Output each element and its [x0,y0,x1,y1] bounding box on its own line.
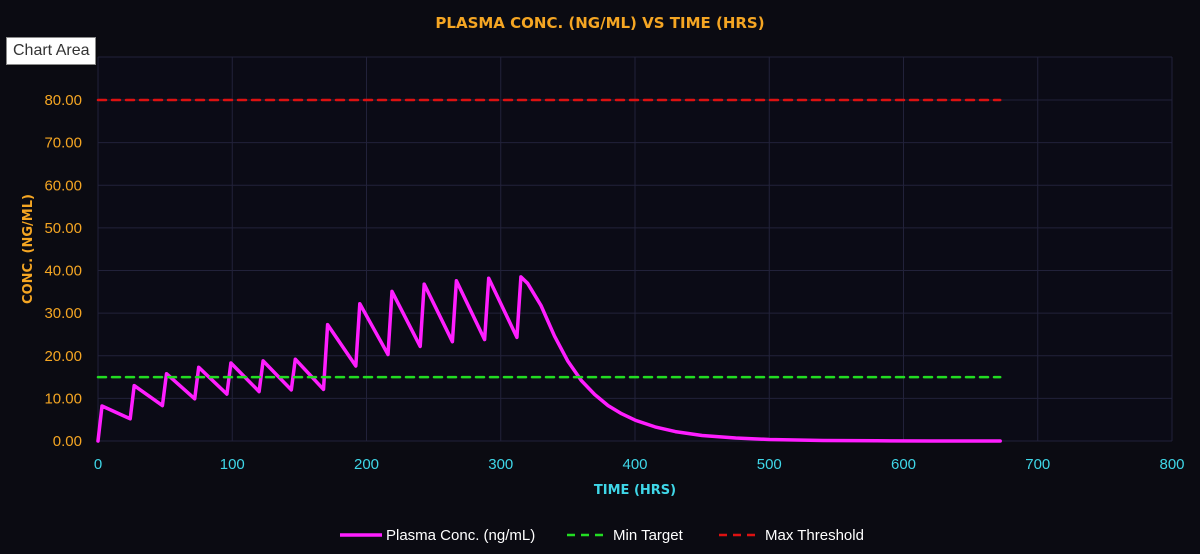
legend-label: Max Threshold [765,527,864,544]
chart-area-tooltip: Chart Area [6,37,97,65]
y-tick-label: 0.00 [53,433,82,450]
y-tick-label: 50.00 [44,220,82,237]
legend: Plasma Conc. (ng/mL) Min Target Max Thresh… [340,527,864,544]
x-tick-label: 800 [1159,456,1184,473]
y-tick-label: 20.00 [44,348,82,365]
x-tick-label: 700 [1025,456,1050,473]
x-tick-label: 300 [488,456,513,473]
y-axis-title: CONC. (NG/ML) [21,194,36,304]
plot-area: 0.00 10.00 20.00 30.00 40.00 50.00 60.00 70.00 8… [44,56,1185,473]
x-tick-label: 200 [354,456,379,473]
y-tick-label: 30.00 [44,305,82,322]
x-tick-label: 100 [220,456,245,473]
x-tick-label: 400 [622,456,647,473]
legend-label: Plasma Conc. (ng/mL) [386,527,535,544]
legend-label: Min Target [613,527,684,544]
y-tick-label: 80.00 [44,92,82,109]
x-tick-label: 600 [891,456,916,473]
x-axis-title: TIME (HRS) [594,483,676,498]
x-tick-label: 0 [94,456,102,473]
series-plasma-conc-ng-ml [96,275,1002,443]
y-tick-label: 40.00 [44,263,82,280]
y-tick-label: 70.00 [44,135,82,152]
chart-title: PLASMA CONC. (NG/ML) VS TIME (HRS) [435,14,764,32]
x-tick-label: 500 [757,456,782,473]
y-tick-label: 10.00 [44,390,82,407]
y-tick-label: 60.00 [44,177,82,194]
